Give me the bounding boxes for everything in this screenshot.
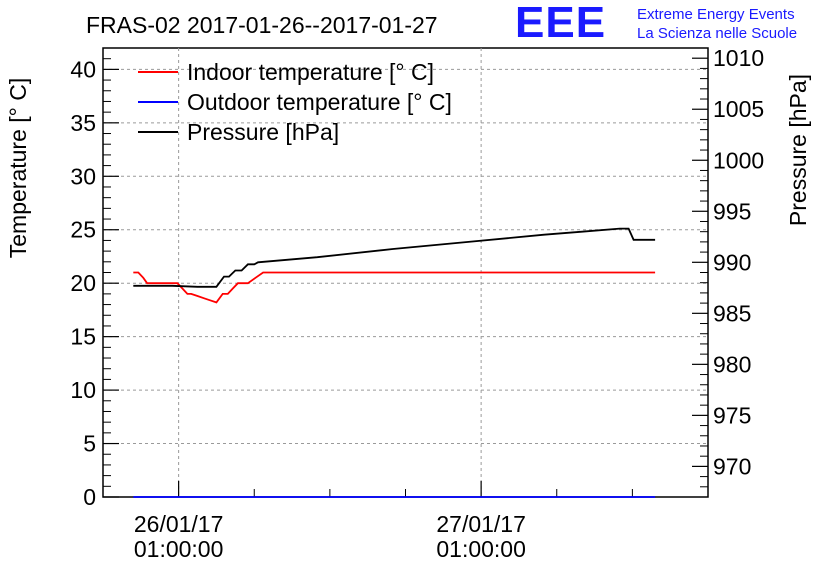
x-tick-label-date: 26/01/17 bbox=[134, 511, 224, 537]
eee-logo-line2: La Scienza nelle Scuole bbox=[637, 25, 797, 42]
chart-title: FRAS-02 2017-01-26--2017-01-27 bbox=[86, 12, 438, 38]
y-tick-label: 15 bbox=[70, 324, 96, 350]
series-layer bbox=[133, 227, 656, 498]
right-axis: 970 975 980 985 990 995 1000 1005 1010 bbox=[692, 45, 764, 498]
y2-tick-label: 990 bbox=[713, 249, 751, 275]
legend-label-2: Outdoor temperature [° C] bbox=[187, 89, 452, 115]
y-tick-label: 0 bbox=[83, 484, 96, 510]
y2-axis-title: Pressure [hPa] bbox=[785, 74, 811, 226]
eee-logo: EEE Extreme Energy Events La Scienza nel… bbox=[515, 0, 797, 47]
y-tick-label: 35 bbox=[70, 110, 96, 136]
legend-label-1: Indoor temperature [° C] bbox=[187, 59, 434, 85]
x-tick-label-time: 01:00:00 bbox=[134, 536, 224, 562]
y-tick-label: 25 bbox=[70, 217, 96, 243]
y2-tick-label: 995 bbox=[713, 198, 751, 224]
y-axis-title: Temperature [° C] bbox=[5, 78, 31, 259]
series-line-3 bbox=[133, 227, 656, 288]
y2-tick-label: 970 bbox=[713, 453, 751, 479]
x-tick-label-date: 27/01/17 bbox=[436, 511, 526, 537]
y2-tick-label: 1005 bbox=[713, 96, 764, 122]
y2-tick-label: 1010 bbox=[713, 45, 764, 71]
legend: Indoor temperature [° C] Outdoor temperat… bbox=[138, 59, 452, 145]
y-tick-label: 30 bbox=[70, 163, 96, 189]
series-line-1 bbox=[133, 271, 656, 304]
eee-logo-mark: EEE bbox=[515, 0, 606, 47]
legend-label-3: Pressure [hPa] bbox=[187, 119, 339, 145]
eee-logo-line1: Extreme Energy Events bbox=[637, 6, 795, 23]
y-tick-label: 40 bbox=[70, 56, 96, 82]
y-tick-label: 20 bbox=[70, 270, 96, 296]
y2-tick-label: 1000 bbox=[713, 147, 764, 173]
y2-tick-label: 980 bbox=[713, 351, 751, 377]
y-tick-label: 5 bbox=[83, 431, 96, 457]
x-tick-label-time: 01:00:00 bbox=[436, 536, 526, 562]
left-axis: 0 5 10 15 20 25 30 35 40 bbox=[70, 47, 119, 510]
y-tick-label: 10 bbox=[70, 377, 96, 403]
y2-tick-label: 985 bbox=[713, 300, 751, 326]
y2-tick-label: 975 bbox=[713, 402, 751, 428]
